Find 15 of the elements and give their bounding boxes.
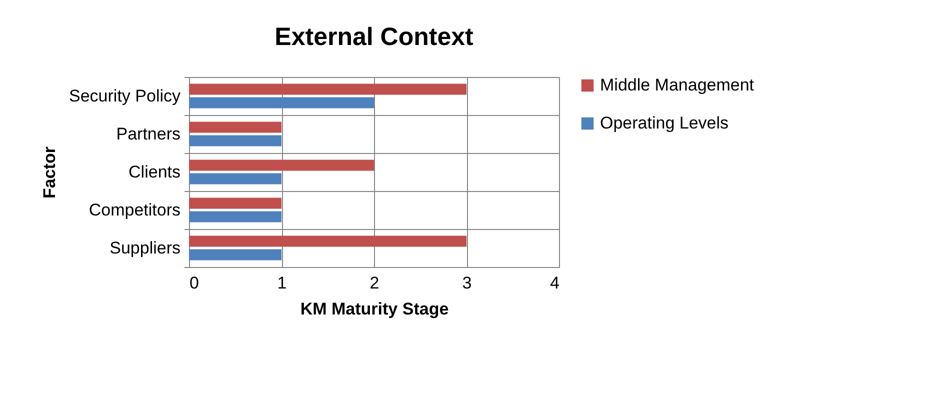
x-axis-title: KM Maturity Stage xyxy=(300,300,449,318)
chart-title: External Context xyxy=(274,23,474,51)
x-tick-label: 0 xyxy=(190,274,199,292)
legend-label: Operating Levels xyxy=(600,114,729,132)
x-tick-label: 2 xyxy=(370,274,380,292)
y-tick-label: Partners xyxy=(116,124,180,144)
y-axis-title: Factor xyxy=(40,146,60,198)
y-tick-label: Competitors xyxy=(88,200,180,220)
y-tick-label: Suppliers xyxy=(110,238,180,258)
x-tick-label: 4 xyxy=(550,274,560,292)
y-tick-label: Security Policy xyxy=(69,86,181,106)
legend-label: Middle Management xyxy=(600,76,754,94)
x-tick-label: 1 xyxy=(277,274,287,292)
y-tick-label: Clients xyxy=(128,162,180,182)
x-tick-label: 3 xyxy=(462,274,472,292)
